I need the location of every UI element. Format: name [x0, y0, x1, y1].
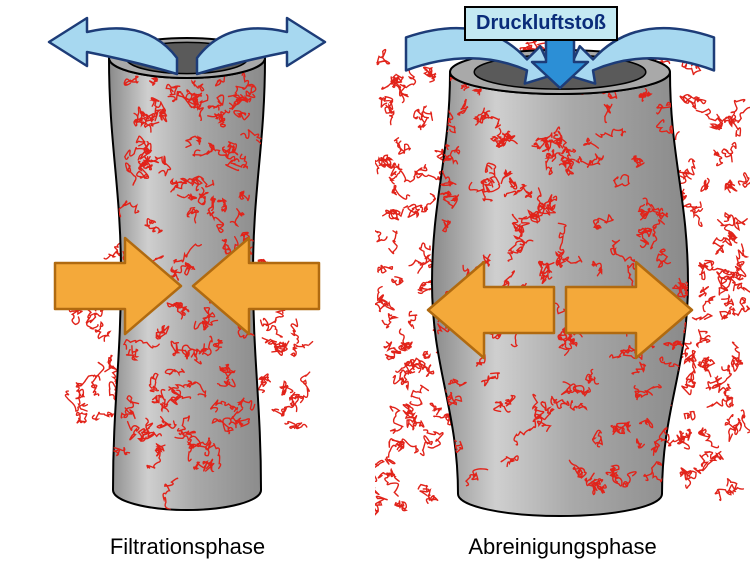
filtration-svg	[0, 0, 375, 574]
caption-cleaning: Abreinigungsphase	[375, 534, 750, 560]
label-druckluftstoss: Druckluftstoß	[464, 6, 618, 41]
panel-cleaning: Abreinigungsphase Druckluftstoß	[375, 0, 750, 574]
cleaning-svg	[375, 0, 750, 574]
caption-filtration: Filtrationsphase	[0, 534, 375, 560]
panel-filtration: Filtrationsphase	[0, 0, 375, 574]
